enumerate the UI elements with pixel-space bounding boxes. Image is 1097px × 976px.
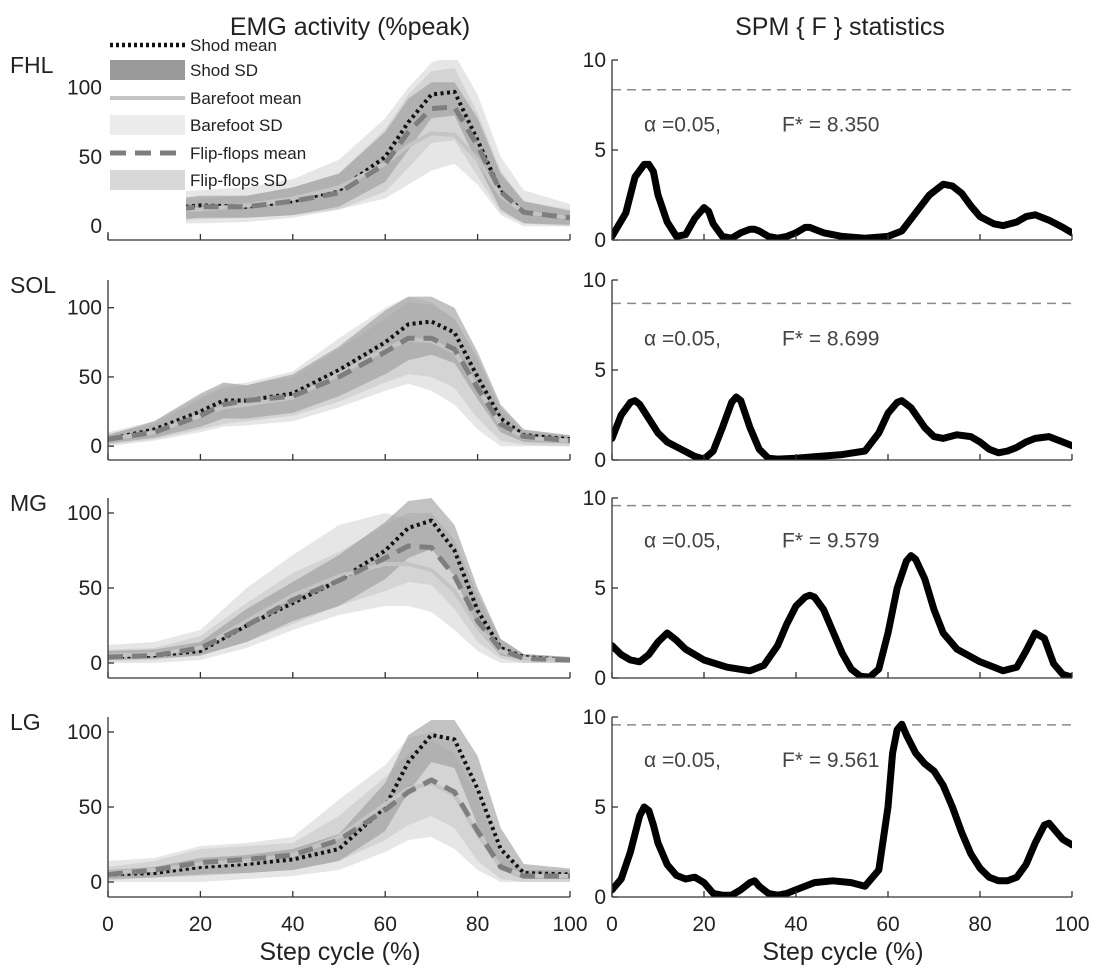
panel-spm-sol: 0 5 10 α =0.05, F* = 8.699 <box>583 269 1073 472</box>
series-shod-mean <box>108 733 570 877</box>
alpha-label: α =0.05, <box>644 114 721 137</box>
y-tick-label: 100 <box>67 297 102 320</box>
x-tick-label: 60 <box>374 913 397 936</box>
plot-area <box>108 720 570 882</box>
panel-sol: 0 50 100 SOL <box>10 272 571 461</box>
x-tick-label: 40 <box>281 913 304 936</box>
series-flip-flops-mean <box>108 335 570 444</box>
plot-area <box>108 296 570 447</box>
x-tick-label: 0 <box>606 913 618 936</box>
x-tick-label: 80 <box>466 913 489 936</box>
y-tick-label: 100 <box>67 77 102 100</box>
panel-spm-fhl: 0 5 10 α =0.05, F* = 8.350 <box>583 49 1073 252</box>
panel-mg: 0 50 100 MG <box>10 490 571 679</box>
series-spm-f <box>612 160 1072 240</box>
y-tick-label: 0 <box>594 667 606 690</box>
alpha-label: α =0.05, <box>644 327 721 350</box>
x-tick-label: 60 <box>876 913 899 936</box>
legend-swatch-flipflops-sd <box>110 170 185 190</box>
x-tick-label: 20 <box>189 913 212 936</box>
series-shod-mean <box>108 319 570 442</box>
x-tick-label: 0 <box>102 913 114 936</box>
y-tick-label: 10 <box>583 49 606 72</box>
fstar-label: F* = 9.579 <box>782 530 879 553</box>
fstar-label: F* = 8.699 <box>782 327 879 350</box>
legend-swatch-barefoot-sd <box>110 115 185 135</box>
y-tick-label: 10 <box>583 269 606 292</box>
y-tick-label: 100 <box>67 502 102 525</box>
y-tick-label: 0 <box>594 449 606 472</box>
y-tick-label: 5 <box>594 139 606 162</box>
series-spm-f <box>612 720 1072 897</box>
y-tick-label: 50 <box>79 146 102 169</box>
y-tick-label: 100 <box>67 721 102 744</box>
series-flip-flops-mean <box>108 777 570 879</box>
muscle-label: FHL <box>10 52 54 78</box>
legend-barefoot-sd: Barefoot SD <box>190 116 283 135</box>
y-tick-label: 0 <box>90 652 102 675</box>
y-tick-label: 50 <box>79 796 102 819</box>
legend-shod-mean: Shod mean <box>190 36 277 55</box>
y-tick-label: 5 <box>594 577 606 600</box>
alpha-label: α =0.05, <box>644 530 721 553</box>
legend-barefoot-mean: Barefoot mean <box>190 89 302 108</box>
left-xlabel: Step cycle (%) <box>259 938 420 966</box>
legend-flipflops-sd: Flip-flops SD <box>190 171 287 190</box>
x-tick-label: 100 <box>1054 913 1089 936</box>
y-tick-label: 50 <box>79 366 102 389</box>
legend-background <box>106 50 186 232</box>
plot-area <box>612 302 1072 460</box>
x-tick-label: 20 <box>692 913 715 936</box>
panel-lg: 0 50 100 0 20 40 60 80 100 LG <box>10 709 588 936</box>
band-flip-flops-sd <box>108 741 570 882</box>
y-tick-label: 0 <box>90 215 102 238</box>
series-spm-f <box>612 552 1072 678</box>
y-tick-label: 0 <box>90 435 102 458</box>
muscle-label: MG <box>10 490 47 516</box>
right-title: SPM { F } statistics <box>735 13 945 41</box>
legend-flipflops-mean: Flip-flops mean <box>190 144 306 163</box>
y-tick-label: 10 <box>583 706 606 729</box>
muscle-label: LG <box>10 709 41 735</box>
y-tick-label: 0 <box>90 871 102 894</box>
plot-area <box>108 498 570 663</box>
series-shod-mean <box>108 518 570 662</box>
band-shod-sd <box>108 720 570 879</box>
x-tick-label: 100 <box>552 913 587 936</box>
series-flip-flops-mean <box>108 104 570 221</box>
x-tick-label: 40 <box>784 913 807 936</box>
fstar-label: F* = 8.350 <box>782 114 879 137</box>
y-tick-label: 0 <box>594 886 606 909</box>
plot-area <box>612 504 1072 678</box>
muscle-label: SOL <box>10 272 56 298</box>
alpha-label: α =0.05, <box>644 749 721 772</box>
y-tick-label: 10 <box>583 487 606 510</box>
y-tick-label: 0 <box>594 229 606 252</box>
panel-spm-mg: 0 5 10 α =0.05, F* = 9.579 <box>583 487 1073 690</box>
right-xlabel: Step cycle (%) <box>762 938 923 966</box>
y-tick-label: 5 <box>594 359 606 382</box>
x-tick-label: 80 <box>968 913 991 936</box>
y-tick-label: 5 <box>594 796 606 819</box>
series-spm-f <box>612 393 1072 460</box>
plot-area <box>612 720 1072 897</box>
legend-swatch-shod-sd <box>110 60 185 80</box>
legend-shod-sd: Shod SD <box>190 61 258 80</box>
left-title: EMG activity (%peak) <box>230 13 470 41</box>
plot-area <box>612 88 1072 240</box>
legend: Shod mean Shod SD Barefoot mean Barefoot… <box>106 36 306 232</box>
series-flip-flops-mean <box>108 543 570 663</box>
y-tick-label: 50 <box>79 577 102 600</box>
fstar-label: F* = 9.561 <box>782 749 879 772</box>
